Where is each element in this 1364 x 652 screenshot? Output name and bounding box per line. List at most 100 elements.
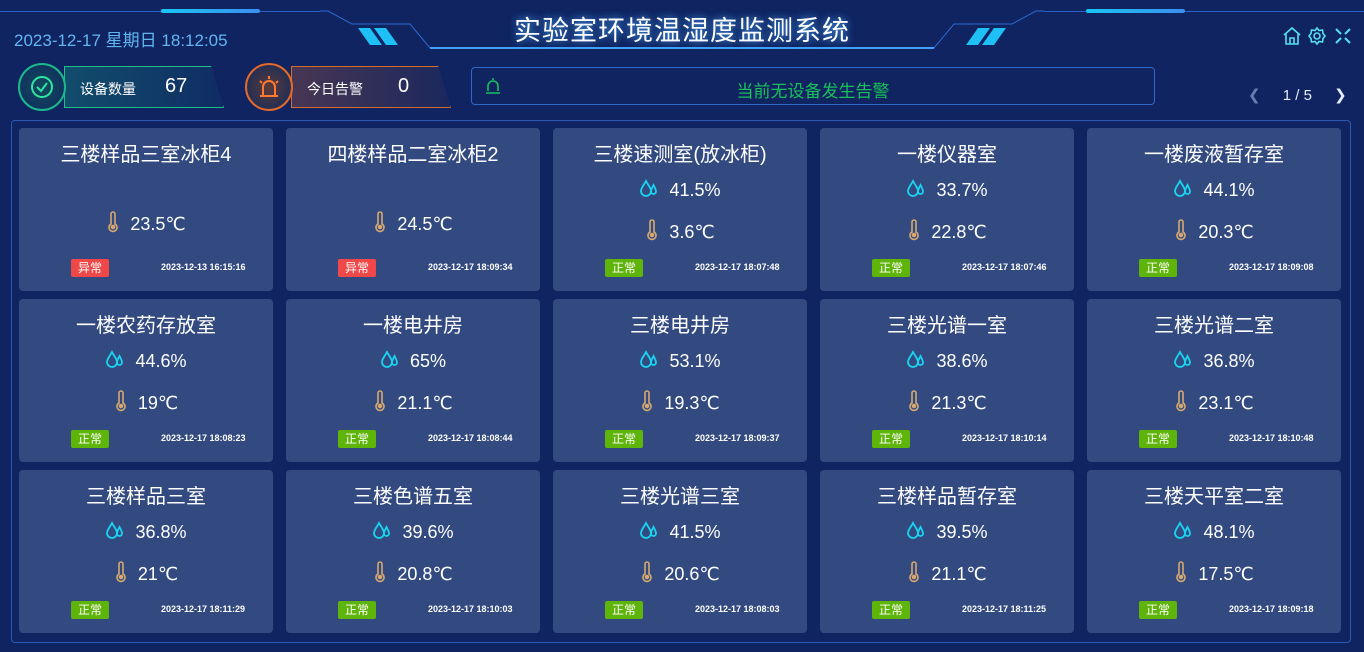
device-name: 三楼光谱三室 <box>620 486 740 508</box>
header-glow <box>1086 9 1185 13</box>
device-card[interactable]: 一楼农药存放室 44.6% 19℃ 正常 2023-12-17 18:08:23 <box>19 299 273 462</box>
prev-page-button[interactable]: ❮ <box>1248 87 1261 104</box>
device-card[interactable]: 一楼电井房 65% 21.1℃ 正常 2023-12-17 18:08:44 <box>286 299 540 462</box>
device-name: 三楼电井房 <box>630 315 730 337</box>
gear-icon[interactable] <box>1307 26 1327 46</box>
temperature-value: 3.6℃ <box>669 222 715 242</box>
alarm-count-value: 0 <box>398 75 410 97</box>
temperature-value: 23.5℃ <box>130 214 186 234</box>
status-badge: 正常 <box>71 430 109 448</box>
status-badge: 正常 <box>872 601 910 619</box>
device-name: 一楼仪器室 <box>897 144 997 166</box>
device-name: 三楼光谱二室 <box>1154 315 1274 337</box>
device-card[interactable]: 三楼光谱三室 41.5% 20.6℃ 正常 2023-12-17 18:08:03 <box>553 470 807 633</box>
thermometer-icon <box>114 390 128 417</box>
device-name: 三楼色谱五室 <box>353 486 473 508</box>
humidity-value: 44.1% <box>1203 180 1255 200</box>
device-card[interactable]: 三楼电井房 53.1% 19.3℃ 正常 2023-12-17 18:09:37 <box>553 299 807 462</box>
update-time: 2023-12-17 18:10:03 <box>428 604 513 614</box>
update-time: 2023-12-17 18:11:29 <box>161 604 246 614</box>
humidity-icon <box>906 349 926 374</box>
humidity-icon <box>380 349 400 374</box>
thermometer-icon <box>1174 219 1188 246</box>
device-card[interactable]: 三楼光谱一室 38.6% 21.3℃ 正常 2023-12-17 18:10:14 <box>820 299 1074 462</box>
humidity-icon <box>906 520 926 545</box>
update-time: 2023-12-17 18:08:44 <box>428 433 513 443</box>
status-badge: 正常 <box>872 430 910 448</box>
thermometer-icon <box>106 211 120 238</box>
temperature-value: 17.5℃ <box>1198 564 1254 584</box>
device-card[interactable]: 三楼色谱五室 39.6% 20.8℃ 正常 2023-12-17 18:10:03 <box>286 470 540 633</box>
update-time: 2023-12-17 18:10:14 <box>962 433 1047 443</box>
device-card[interactable]: 三楼样品暂存室 39.5% 21.1℃ 正常 2023-12-17 18:11:25 <box>820 470 1074 633</box>
device-name: 一楼废液暂存室 <box>1144 144 1284 166</box>
device-card[interactable]: 三楼样品三室 36.8% 21℃ 正常 2023-12-17 18:11:29 <box>19 470 273 633</box>
device-count-card: 设备数量 67 <box>18 63 228 111</box>
device-grid: 三楼样品三室冰柜4 23.5℃ 异常 2023-12-13 16:15:16 四楼样品二… <box>11 120 1351 643</box>
device-name: 三楼速测室(放冰柜) <box>593 144 767 166</box>
status-badge: 正常 <box>71 601 109 619</box>
alert-message: 当前无设备发生告警 <box>736 82 890 101</box>
alarm-count-label: 今日告警 <box>307 81 363 97</box>
device-card[interactable]: 一楼仪器室 33.7% 22.8℃ 正常 2023-12-17 18:07:46 <box>820 128 1074 291</box>
device-card[interactable]: 四楼样品二室冰柜2 24.5℃ 异常 2023-12-17 18:09:34 <box>286 128 540 291</box>
thermometer-icon <box>907 390 921 417</box>
humidity-value: 36.8% <box>135 522 187 542</box>
humidity-icon <box>639 349 659 374</box>
alarm-count-card: 今日告警 0 <box>245 63 455 111</box>
alarm-light-icon <box>245 63 293 111</box>
thermometer-icon <box>907 561 921 588</box>
header-line <box>1044 11 1364 12</box>
status-badge: 正常 <box>605 601 643 619</box>
device-card[interactable]: 三楼速测室(放冰柜) 41.5% 3.6℃ 正常 2023-12-17 18:07:48 <box>553 128 807 291</box>
humidity-value: 44.6% <box>135 351 187 371</box>
device-count-label: 设备数量 <box>80 81 136 97</box>
status-badge: 正常 <box>605 259 643 277</box>
home-icon[interactable] <box>1282 26 1302 46</box>
device-card[interactable]: 三楼天平室二室 48.1% 17.5℃ 正常 2023-12-17 18:09:18 <box>1087 470 1341 633</box>
page-indicator: 1 / 5 <box>1282 87 1312 104</box>
next-page-button[interactable]: ❯ <box>1334 87 1347 104</box>
update-time: 2023-12-17 18:07:46 <box>962 262 1047 272</box>
temperature-value: 19.3℃ <box>664 393 720 413</box>
status-badge: 正常 <box>1139 259 1177 277</box>
device-name: 三楼样品三室 <box>86 486 206 508</box>
status-badge: 正常 <box>605 430 643 448</box>
thermometer-icon <box>907 219 921 246</box>
header-title-frame: 实验室环境温湿度监测系统 <box>320 0 1044 50</box>
humidity-value: 38.6% <box>936 351 988 371</box>
humidity-value: 41.5% <box>669 180 721 200</box>
device-card[interactable]: 三楼光谱二室 36.8% 23.1℃ 正常 2023-12-17 18:10:48 <box>1087 299 1341 462</box>
status-badge: 正常 <box>338 430 376 448</box>
page-title: 实验室环境温湿度监测系统 <box>514 16 850 46</box>
thermometer-icon <box>640 390 654 417</box>
device-name: 三楼样品三室冰柜4 <box>60 144 232 166</box>
update-time: 2023-12-17 18:11:25 <box>962 604 1047 614</box>
device-name: 三楼天平室二室 <box>1144 486 1284 508</box>
temperature-value: 20.6℃ <box>664 564 720 584</box>
update-time: 2023-12-17 18:08:03 <box>695 604 780 614</box>
humidity-value: 36.8% <box>1203 351 1255 371</box>
update-time: 2023-12-17 18:10:48 <box>1229 433 1314 443</box>
current-datetime: 2023-12-17 星期日 18:12:05 <box>14 31 228 50</box>
update-time: 2023-12-13 16:15:16 <box>161 262 246 272</box>
status-badge: 异常 <box>338 259 376 277</box>
humidity-icon <box>1173 520 1193 545</box>
device-name: 三楼样品暂存室 <box>877 486 1017 508</box>
temperature-value: 23.1℃ <box>1198 393 1254 413</box>
humidity-value: 41.5% <box>669 522 721 542</box>
update-time: 2023-12-17 18:08:23 <box>161 433 246 443</box>
pagination: ❮ 1 / 5 ❯ <box>1248 86 1347 104</box>
thermometer-icon <box>373 390 387 417</box>
device-card[interactable]: 一楼废液暂存室 44.1% 20.3℃ 正常 2023-12-17 18:09:08 <box>1087 128 1341 291</box>
fullscreen-icon[interactable] <box>1333 26 1353 46</box>
temperature-value: 19℃ <box>137 393 179 413</box>
thermometer-icon <box>1174 390 1188 417</box>
device-card[interactable]: 三楼样品三室冰柜4 23.5℃ 异常 2023-12-13 16:15:16 <box>19 128 273 291</box>
temperature-value: 22.8℃ <box>931 222 987 242</box>
alert-banner: 当前无设备发生告警 <box>471 67 1155 105</box>
humidity-icon <box>372 520 392 545</box>
humidity-value: 53.1% <box>669 351 721 371</box>
status-badge: 正常 <box>338 601 376 619</box>
update-time: 2023-12-17 18:09:37 <box>695 433 780 443</box>
